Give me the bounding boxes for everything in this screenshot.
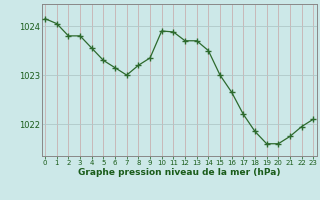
X-axis label: Graphe pression niveau de la mer (hPa): Graphe pression niveau de la mer (hPa) (78, 168, 280, 177)
